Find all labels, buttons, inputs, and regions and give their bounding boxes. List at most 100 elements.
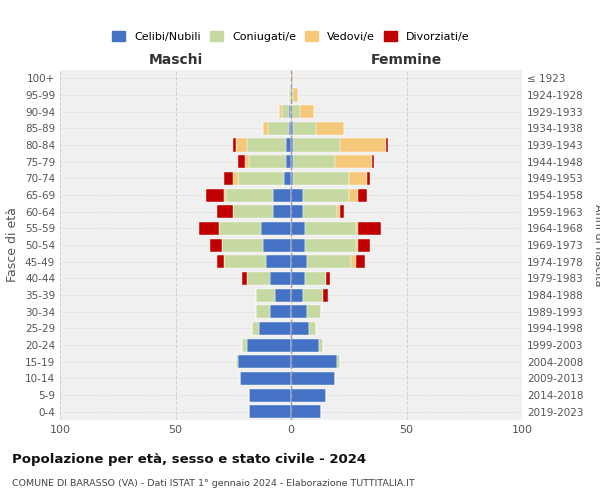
Bar (291, 138, 293, 151)
Bar (337, 355, 340, 368)
Bar (302, 205, 337, 218)
Bar (372, 155, 374, 168)
Bar (316, 122, 344, 135)
Bar (291, 222, 305, 235)
Bar (291, 172, 293, 185)
Bar (286, 138, 291, 151)
Bar (270, 305, 291, 318)
Bar (335, 155, 372, 168)
Bar (386, 138, 388, 151)
Bar (256, 305, 270, 318)
Bar (217, 205, 233, 218)
Bar (293, 122, 316, 135)
Bar (291, 272, 305, 285)
Bar (291, 238, 305, 252)
Y-axis label: Fasce di età: Fasce di età (7, 208, 19, 282)
Bar (242, 338, 247, 351)
Bar (358, 238, 370, 252)
Bar (358, 188, 367, 202)
Bar (302, 288, 323, 302)
Bar (263, 238, 291, 252)
Bar (226, 188, 272, 202)
Bar (256, 288, 275, 302)
Bar (250, 388, 291, 402)
Bar (224, 172, 233, 185)
Bar (291, 288, 302, 302)
Bar (302, 188, 349, 202)
Bar (356, 222, 358, 235)
Bar (291, 305, 307, 318)
Bar (293, 155, 335, 168)
Bar (291, 405, 321, 418)
Bar (233, 172, 238, 185)
Bar (358, 222, 381, 235)
Bar (280, 105, 282, 118)
Bar (240, 372, 291, 385)
Bar (293, 138, 340, 151)
Bar (236, 138, 247, 151)
Bar (291, 388, 326, 402)
Bar (293, 172, 349, 185)
Bar (310, 322, 316, 335)
Bar (272, 205, 291, 218)
Bar (300, 105, 314, 118)
Bar (307, 255, 351, 268)
Bar (326, 272, 330, 285)
Bar (291, 188, 302, 202)
Bar (337, 205, 340, 218)
Bar (356, 238, 358, 252)
Bar (349, 172, 367, 185)
Bar (206, 188, 224, 202)
Bar (305, 272, 326, 285)
Bar (284, 172, 291, 185)
Bar (291, 322, 310, 335)
Bar (356, 255, 365, 268)
Bar (291, 338, 319, 351)
Bar (291, 155, 293, 168)
Bar (291, 355, 337, 368)
Bar (323, 288, 328, 302)
Bar (340, 205, 344, 218)
Bar (245, 155, 250, 168)
Bar (289, 122, 291, 135)
Bar (340, 138, 386, 151)
Bar (291, 205, 302, 218)
Bar (367, 172, 370, 185)
Bar (233, 138, 236, 151)
Bar (242, 272, 247, 285)
Bar (289, 105, 291, 118)
Bar (291, 72, 293, 85)
Bar (319, 338, 323, 351)
Bar (210, 238, 222, 252)
Bar (282, 105, 289, 118)
Bar (236, 355, 238, 368)
Legend: Celibi/Nubili, Coniugati/e, Vedovi/e, Divorziati/e: Celibi/Nubili, Coniugati/e, Vedovi/e, Di… (108, 26, 474, 46)
Bar (220, 222, 261, 235)
Bar (307, 305, 321, 318)
Bar (222, 238, 263, 252)
Y-axis label: Anni di nascita: Anni di nascita (593, 204, 600, 286)
Bar (293, 88, 298, 102)
Bar (224, 255, 266, 268)
Bar (289, 88, 291, 102)
Text: Popolazione per età, sesso e stato civile - 2024: Popolazione per età, sesso e stato civil… (12, 452, 366, 466)
Text: Maschi: Maschi (148, 52, 203, 66)
Bar (199, 222, 220, 235)
Bar (291, 105, 300, 118)
Bar (238, 172, 284, 185)
Bar (272, 188, 291, 202)
Bar (291, 88, 293, 102)
Bar (238, 155, 245, 168)
Bar (259, 322, 291, 335)
Text: Femmine: Femmine (371, 52, 442, 66)
Bar (224, 188, 226, 202)
Bar (291, 255, 307, 268)
Bar (261, 222, 291, 235)
Bar (291, 372, 335, 385)
Bar (247, 338, 291, 351)
Bar (250, 405, 291, 418)
Bar (266, 255, 291, 268)
Bar (286, 155, 291, 168)
Bar (217, 255, 224, 268)
Bar (252, 322, 259, 335)
